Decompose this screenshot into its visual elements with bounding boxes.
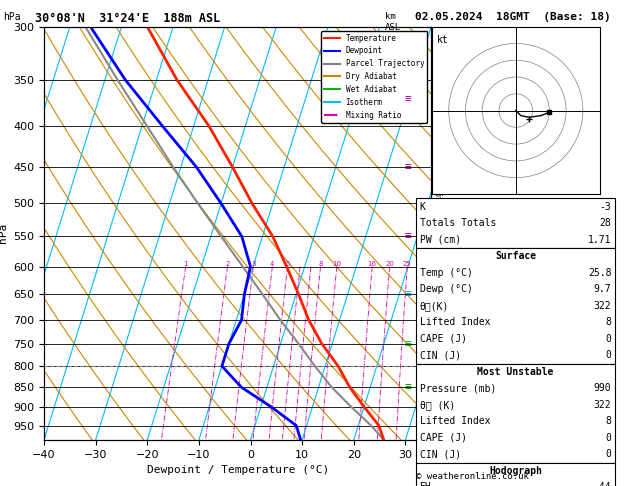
Text: CAPE (J): CAPE (J) — [420, 334, 467, 344]
Text: 0: 0 — [606, 350, 611, 360]
Text: -44: -44 — [594, 483, 611, 486]
X-axis label: Dewpoint / Temperature (°C): Dewpoint / Temperature (°C) — [147, 465, 329, 475]
Text: θᴇ (K): θᴇ (K) — [420, 400, 455, 410]
Text: ≡: ≡ — [404, 231, 411, 242]
Text: Most Unstable: Most Unstable — [477, 367, 554, 377]
Text: © weatheronline.co.uk: © weatheronline.co.uk — [416, 472, 529, 481]
Text: Dewp (°C): Dewp (°C) — [420, 284, 472, 294]
Text: CIN (J): CIN (J) — [420, 350, 460, 360]
Text: Hodograph: Hodograph — [489, 466, 542, 476]
Text: 30°08'N  31°24'E  188m ASL: 30°08'N 31°24'E 188m ASL — [35, 12, 220, 25]
Text: 10: 10 — [332, 260, 342, 266]
Y-axis label: hPa: hPa — [0, 223, 8, 243]
Text: kt: kt — [437, 35, 448, 46]
Text: K: K — [420, 202, 425, 211]
Text: ≡: ≡ — [404, 94, 411, 104]
Text: Pressure (mb): Pressure (mb) — [420, 383, 496, 393]
Text: 28: 28 — [599, 218, 611, 228]
Text: 02.05.2024  18GMT  (Base: 18): 02.05.2024 18GMT (Base: 18) — [415, 12, 611, 22]
Text: 990: 990 — [594, 383, 611, 393]
Text: Surface: Surface — [495, 251, 536, 261]
Text: Mixing Ratio (g/kg): Mixing Ratio (g/kg) — [435, 186, 444, 281]
Text: 322: 322 — [594, 301, 611, 311]
Text: Lifted Index: Lifted Index — [420, 317, 490, 327]
Text: 8: 8 — [318, 260, 323, 266]
Text: 2: 2 — [225, 260, 230, 266]
Text: 0: 0 — [606, 334, 611, 344]
Text: Totals Totals: Totals Totals — [420, 218, 496, 228]
Text: 1: 1 — [184, 260, 188, 266]
Text: 4: 4 — [270, 260, 274, 266]
Text: hPa: hPa — [3, 12, 21, 22]
Text: 25: 25 — [403, 260, 411, 266]
Text: 16: 16 — [368, 260, 377, 266]
Text: 8: 8 — [606, 317, 611, 327]
Text: Lifted Index: Lifted Index — [420, 417, 490, 426]
Text: ≡: ≡ — [404, 289, 411, 299]
Text: 20: 20 — [385, 260, 394, 266]
Text: EH: EH — [420, 483, 431, 486]
Text: 9.7: 9.7 — [594, 284, 611, 294]
Text: 25.8: 25.8 — [588, 268, 611, 278]
Text: 3: 3 — [251, 260, 255, 266]
Text: PW (cm): PW (cm) — [420, 235, 460, 244]
Text: ≡: ≡ — [404, 339, 411, 349]
Text: 0: 0 — [606, 450, 611, 459]
Text: 1.71: 1.71 — [588, 235, 611, 244]
Text: LCL: LCL — [439, 362, 454, 371]
Text: -3: -3 — [599, 202, 611, 211]
Text: km
ASL: km ASL — [385, 12, 401, 32]
Text: CIN (J): CIN (J) — [420, 450, 460, 459]
Text: 5: 5 — [286, 260, 290, 266]
Text: 0: 0 — [606, 433, 611, 443]
Text: ≡: ≡ — [404, 162, 411, 172]
Text: ≡: ≡ — [404, 382, 411, 392]
Text: 322: 322 — [594, 400, 611, 410]
Text: θᴇ(K): θᴇ(K) — [420, 301, 449, 311]
Text: Temp (°C): Temp (°C) — [420, 268, 472, 278]
Text: CAPE (J): CAPE (J) — [420, 433, 467, 443]
Legend: Temperature, Dewpoint, Parcel Trajectory, Dry Adiabat, Wet Adiabat, Isotherm, Mi: Temperature, Dewpoint, Parcel Trajectory… — [321, 31, 427, 122]
Text: 8: 8 — [606, 417, 611, 426]
